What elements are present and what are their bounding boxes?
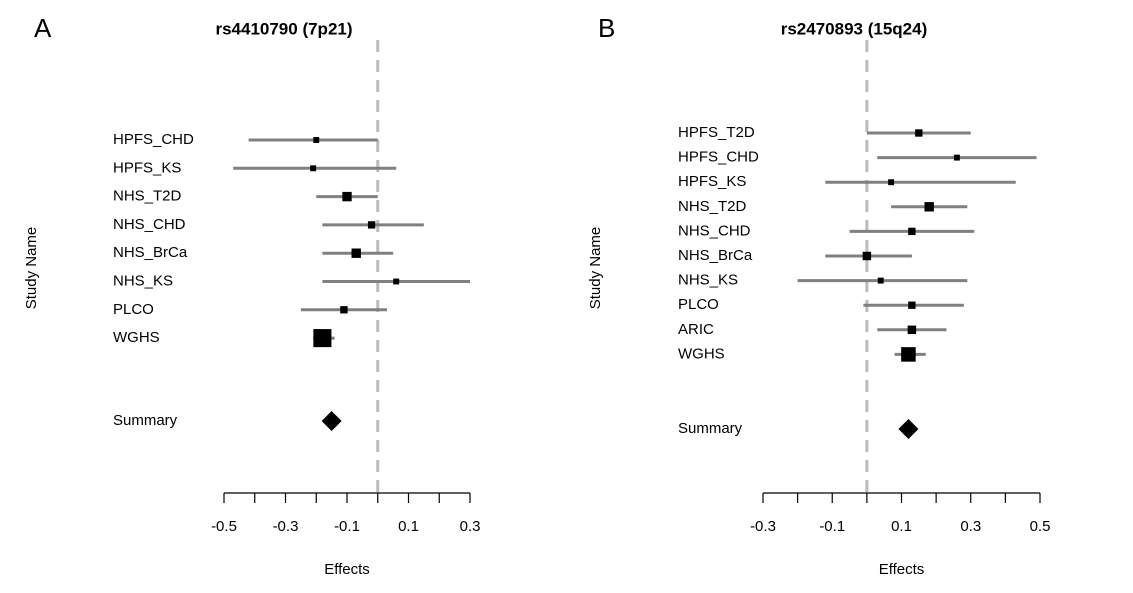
- study-label: HPFS_CHD: [678, 149, 759, 166]
- chart-title: rs2470893 (15q24): [781, 19, 928, 38]
- effect-box: [393, 278, 400, 285]
- effect-box: [924, 202, 934, 212]
- study-label: NHS_T2D: [678, 198, 747, 215]
- x-tick-label: 0.3: [460, 518, 481, 535]
- study-label: NHS_CHD: [113, 216, 186, 233]
- x-tick-label: 0.1: [398, 518, 419, 535]
- effect-box: [908, 301, 916, 309]
- summary-diamond: [321, 411, 342, 431]
- x-axis-label: Effects: [879, 561, 925, 578]
- effect-box: [915, 129, 923, 137]
- summary-label: Summary: [113, 412, 178, 429]
- study-label: NHS_CHD: [678, 222, 751, 239]
- study-label: WGHS: [678, 345, 725, 362]
- x-tick-label: -0.3: [273, 518, 299, 535]
- effect-box: [367, 221, 376, 229]
- summary-label: Summary: [678, 420, 743, 437]
- x-tick-label: -0.1: [334, 518, 360, 535]
- study-label: NHS_BrCa: [678, 247, 753, 264]
- y-axis-label: Study Name: [587, 227, 604, 310]
- y-axis-label: Study Name: [23, 227, 40, 310]
- chart-title: rs4410790 (7p21): [215, 19, 352, 38]
- effect-box: [908, 227, 916, 236]
- effect-box: [862, 251, 872, 261]
- x-tick-label: 0.5: [1030, 518, 1051, 535]
- study-label: HPFS_CHD: [113, 131, 194, 148]
- effect-box: [313, 137, 320, 143]
- effect-box: [907, 325, 917, 335]
- effect-box: [877, 277, 884, 284]
- effect-box: [310, 165, 317, 172]
- study-label: WGHS: [113, 329, 160, 346]
- study-label: NHS_KS: [678, 272, 738, 289]
- panel-label: A: [34, 13, 52, 43]
- panel-label: B: [598, 13, 615, 43]
- x-tick-label: -0.5: [211, 518, 237, 535]
- x-axis-label: Effects: [324, 561, 370, 578]
- study-label: HPFS_T2D: [678, 124, 755, 141]
- x-tick-label: -0.1: [819, 518, 845, 535]
- study-label: NHS_BrCa: [113, 244, 188, 261]
- x-tick-label: 0.3: [960, 518, 981, 535]
- effect-box: [351, 248, 361, 258]
- effect-box: [342, 191, 352, 202]
- study-label: ARIC: [678, 321, 714, 338]
- study-label: PLCO: [678, 296, 719, 313]
- effect-box: [888, 179, 895, 186]
- study-label: PLCO: [113, 301, 154, 318]
- study-label: NHS_T2D: [113, 188, 182, 205]
- effect-box: [953, 154, 960, 161]
- x-tick-label: 0.1: [891, 518, 912, 535]
- effect-box: [313, 329, 332, 348]
- effect-box: [901, 347, 916, 362]
- effect-box: [340, 306, 348, 314]
- summary-diamond: [898, 419, 919, 439]
- x-tick-label: -0.3: [750, 518, 776, 535]
- study-label: HPFS_KS: [678, 173, 746, 190]
- study-label: NHS_KS: [113, 272, 173, 289]
- study-label: HPFS_KS: [113, 159, 181, 176]
